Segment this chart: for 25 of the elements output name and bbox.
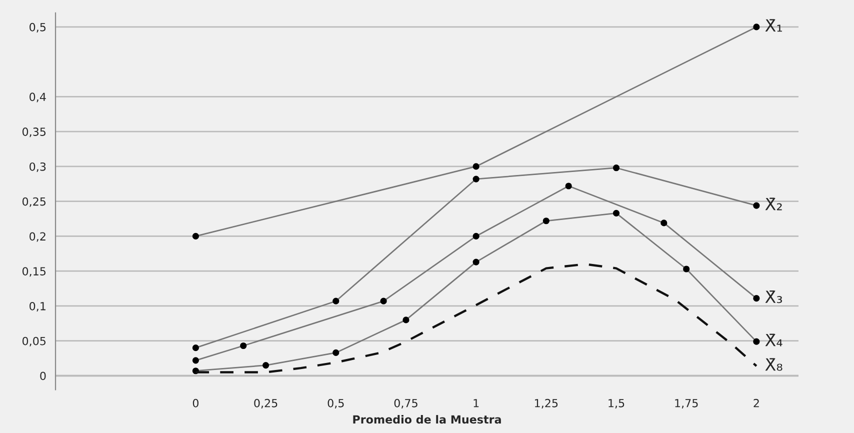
x-tick-label: 1,75 [675, 399, 698, 408]
series-label: X̄₁ [765, 19, 782, 32]
x-tick-label: 2 [754, 398, 759, 408]
x-tick-label: 0,75 [394, 398, 418, 408]
x-tick-label: 0,25 [254, 398, 278, 408]
x-axis-title: Promedio de la Muestra [353, 415, 501, 424]
series-label: X̄₃ [765, 290, 782, 304]
y-tick-label: 0,2 [30, 232, 46, 242]
series-label: X̄₈ [765, 358, 782, 371]
x-tick-label: 0 [192, 398, 198, 408]
y-tick-label: 0,05 [22, 336, 46, 346]
y-tick-label: 0,4 [30, 92, 46, 102]
x-tick-label: 1,25 [535, 398, 558, 408]
series-label: X̄₂ [765, 198, 782, 210]
y-tick-label: 0,5 [30, 22, 46, 32]
y-tick-label: 0,25 [22, 197, 46, 207]
y-tick-label: 0 [40, 372, 46, 380]
x-tick-label: 1,5 [608, 399, 624, 408]
y-tick-label: 0,15 [22, 267, 46, 277]
y-tick-label: 0,3 [30, 162, 46, 172]
x-tick-label: 1 [474, 399, 479, 408]
x-tick-label: 0,5 [328, 398, 344, 408]
y-tick-label: 0,1 [30, 302, 46, 312]
series-label: X̄₄ [765, 334, 782, 346]
y-tick-label: 0,35 [22, 128, 46, 138]
